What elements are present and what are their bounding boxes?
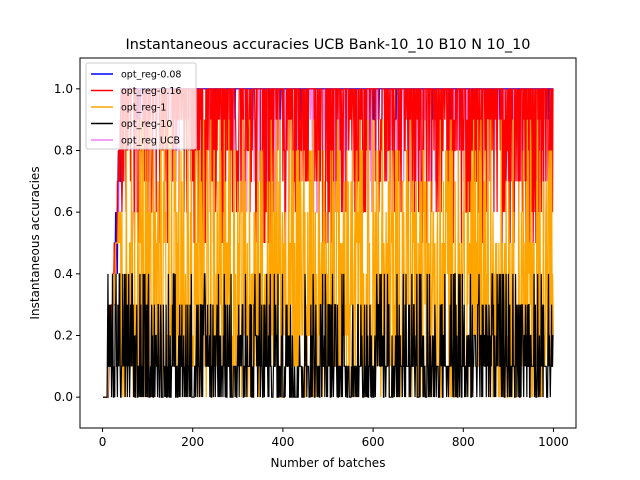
legend-label: opt_reg-1 (121, 103, 166, 114)
legend-label: opt_reg UCB (121, 136, 180, 147)
legend: opt_reg-0.08 opt_reg-0.16 opt_reg-1 opt_reg… (85, 62, 197, 150)
x-tick-label: 400 (271, 435, 294, 449)
y-axis-ticks: 0.0 0.2 0.4 0.6 0.8 1.0 (54, 82, 80, 404)
plot-frame (79, 57, 577, 429)
legend-label: opt_reg-0.16 (121, 86, 181, 97)
x-tick-label: 200 (181, 435, 204, 449)
chart-title: Instantaneous accuracies UCB Bank-10_10 … (126, 37, 531, 53)
legend-box (85, 62, 197, 150)
x-axis-ticks: 0 200 400 600 800 1000 (99, 428, 569, 449)
legend-label: opt_reg-0.08 (121, 70, 181, 81)
y-tick-label: 0.0 (54, 390, 73, 404)
y-tick-label: 1.0 (54, 82, 73, 96)
x-tick-label: 600 (362, 435, 385, 449)
x-tick-label: 1000 (538, 435, 569, 449)
y-tick-label: 0.6 (54, 205, 73, 219)
y-tick-label: 0.2 (54, 329, 73, 343)
y-axis-label: Instantaneous accuracies (28, 166, 42, 319)
x-tick-label: 0 (99, 435, 107, 449)
y-tick-label: 0.4 (54, 267, 73, 281)
y-tick-label: 0.8 (54, 144, 73, 158)
x-axis-label: Number of batches (271, 456, 386, 470)
x-tick-label: 800 (452, 435, 475, 449)
legend-label: opt_reg-10 (121, 119, 172, 130)
series-line-opt-reg-10 (103, 273, 554, 398)
